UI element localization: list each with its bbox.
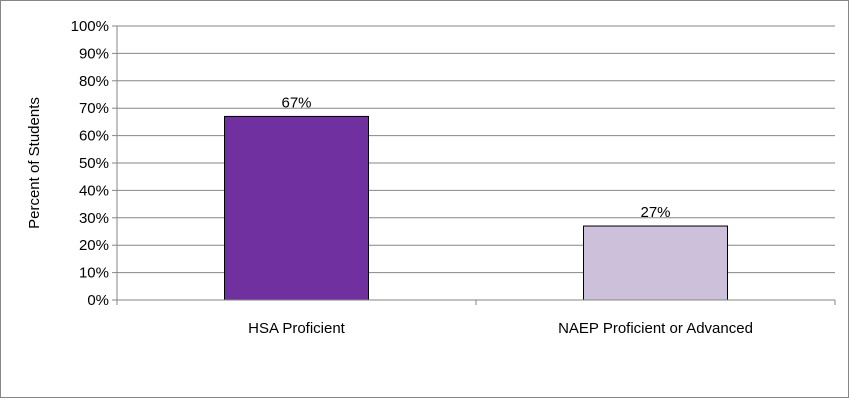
x-axis-category-labels: HSA Proficient NAEP Proficient or Advance… (248, 320, 753, 337)
x-category-label: HSA Proficient (248, 320, 346, 337)
y-tick-label: 30% (79, 210, 109, 227)
bar (583, 225, 728, 301)
data-label: 67% (281, 94, 311, 111)
y-tick-label: 50% (79, 155, 109, 172)
y-tick-label: 20% (79, 237, 109, 254)
y-tick-label: 60% (79, 128, 109, 145)
y-tick-label: 0% (87, 292, 109, 309)
y-tick-label: 90% (79, 45, 109, 62)
x-category-label: NAEP Proficient or Advanced (558, 320, 753, 337)
data-labels: 67% 27% (281, 94, 670, 221)
bar (224, 115, 369, 301)
y-axis-tick-labels: 0% 10% 20% 30% 40% 50% 60% 70% 80% 90% 100% (71, 18, 109, 309)
data-label: 27% (640, 204, 670, 221)
y-tick-label: 40% (79, 182, 109, 199)
y-tick-label: 100% (71, 18, 109, 35)
y-axis-title: Percent of Students (26, 97, 43, 229)
y-tick-label: 80% (79, 73, 109, 90)
y-tick-label: 70% (79, 100, 109, 117)
bars (224, 115, 728, 301)
y-tick-label: 10% (79, 265, 109, 282)
